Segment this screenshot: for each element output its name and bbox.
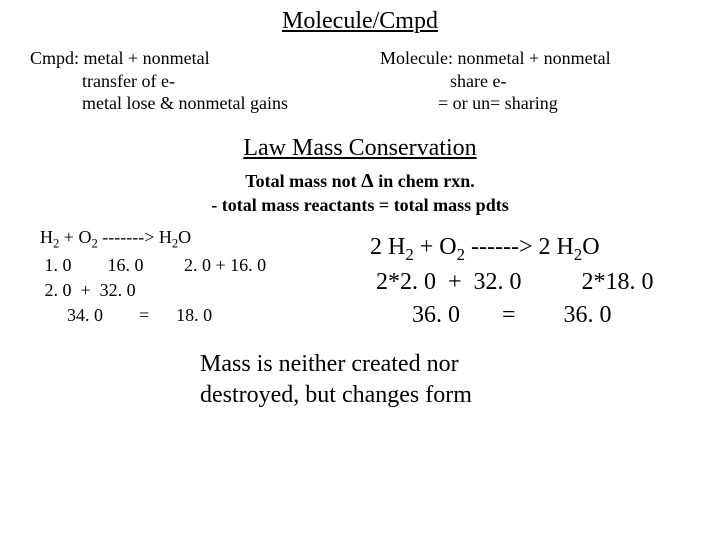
law-subhead: Total mass not Δ in chem rxn. - total ma…	[30, 168, 690, 217]
closing-line1: Mass is neither created nor	[200, 349, 690, 380]
mol-line1: Molecule: nonmetal + nonmetal	[380, 47, 690, 70]
mol-line3: = or un= sharing	[380, 92, 690, 115]
cmpd-line1: Cmpd: metal + nonmetal	[30, 47, 340, 70]
cmpd-line3: metal lose & nonmetal gains	[30, 92, 340, 115]
equation-left: H2 + O2 -------> H2O 1. 0 16. 0 2. 0 + 1…	[30, 225, 340, 331]
eqR1d: O	[582, 234, 599, 260]
slide-page: Molecule/Cmpd Cmpd: metal + nonmetal tra…	[0, 0, 720, 412]
cmpd-block: Cmpd: metal + nonmetal transfer of e- me…	[30, 47, 340, 115]
sub1b: in chem rxn.	[374, 171, 475, 191]
mol-line2: share e-	[380, 70, 690, 93]
eqL1d: O	[178, 227, 191, 247]
eq-left-line4: 34. 0 = 18. 0	[40, 303, 340, 328]
eqL1a: H	[40, 227, 53, 247]
closing-statement: Mass is neither created nor destroyed, b…	[30, 331, 690, 411]
cmpd-line2: transfer of e-	[30, 70, 340, 93]
eq-right-line3: 36. 0 = 36. 0	[370, 299, 690, 331]
eq-right-line1: 2 H2 + O2 ------> 2 H2O	[370, 231, 690, 266]
eqR1a: 2 H	[370, 234, 405, 260]
main-title: Molecule/Cmpd	[30, 8, 690, 35]
eq-left-line2: 1. 0 16. 0 2. 0 + 16. 0	[40, 253, 340, 278]
equations-row: H2 + O2 -------> H2O 1. 0 16. 0 2. 0 + 1…	[30, 225, 690, 331]
definitions-row: Cmpd: metal + nonmetal transfer of e- me…	[30, 47, 690, 115]
eqL1b: + O	[59, 227, 91, 247]
sub1a: Total mass not	[245, 171, 361, 191]
delta-symbol: Δ	[361, 170, 374, 192]
eqL1c: -------> H	[98, 227, 172, 247]
equation-right: 2 H2 + O2 ------> 2 H2O 2*2. 0 + 32. 0 2…	[340, 225, 690, 331]
eq-left-line1: H2 + O2 -------> H2O	[40, 225, 340, 253]
eqR1b: + O	[414, 234, 457, 260]
closing-line2: destroyed, but changes form	[200, 380, 690, 411]
molecule-block: Molecule: nonmetal + nonmetal share e- =…	[340, 47, 690, 115]
eq-right-line2: 2*2. 0 + 32. 0 2*18. 0	[370, 266, 690, 298]
eqR1c: ------> 2 H	[465, 234, 574, 260]
sub2: - total mass reactants = total mass pdts	[211, 195, 508, 215]
law-title: Law Mass Conservation	[30, 135, 690, 162]
eq-left-line3: 2. 0 + 32. 0	[40, 278, 340, 303]
